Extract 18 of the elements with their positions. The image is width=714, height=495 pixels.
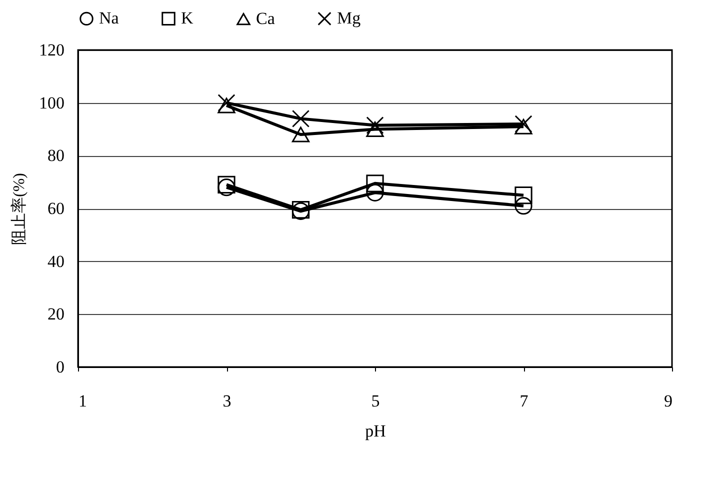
y-tick-label: 120 <box>39 40 64 60</box>
y-tick-label: 20 <box>48 304 64 324</box>
legend-label: Na <box>99 8 120 28</box>
y-tick-label: 60 <box>48 199 64 218</box>
y-tick-label: 0 <box>56 358 64 376</box>
x-tick-label: 9 <box>664 392 672 410</box>
y-axis-title: 阻止率(%) <box>10 173 28 245</box>
x-tick-label: 1 <box>78 392 87 410</box>
y-tick-label: 100 <box>39 93 64 112</box>
x-tick-label: 7 <box>520 392 529 410</box>
x-tick-label: 3 <box>222 392 232 410</box>
legend-label: Mg <box>337 8 362 28</box>
y-tick-label: 40 <box>48 252 64 271</box>
legend-label: K <box>181 8 194 28</box>
x-tick-label: 5 <box>371 392 380 410</box>
x-axis-title: pH <box>365 422 386 440</box>
legend-label: Ca <box>256 9 276 28</box>
y-tick-label: 80 <box>48 146 64 166</box>
